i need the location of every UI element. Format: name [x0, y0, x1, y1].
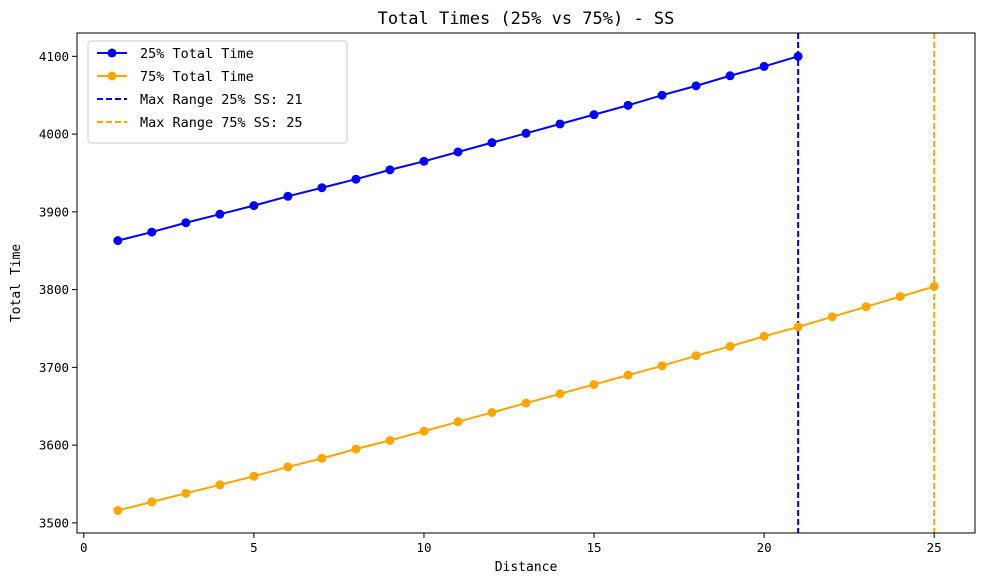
- series-2-point: [181, 488, 191, 498]
- series-2-point: [725, 341, 735, 351]
- legend-box: [87, 40, 348, 144]
- y-tick-label: 3600: [39, 438, 69, 453]
- series-line-2: [117, 285, 935, 512]
- series-2-point: [589, 379, 599, 389]
- series-1-point: [419, 156, 429, 166]
- series-1-point: [385, 165, 395, 175]
- legend-label: 25% Total Time: [140, 46, 254, 62]
- legend-marker: [107, 48, 117, 58]
- series-1-point: [793, 51, 803, 61]
- series-1-point: [113, 236, 123, 246]
- series-1-point: [487, 138, 497, 148]
- series-1-point: [215, 209, 225, 219]
- x-tick-label: 10: [416, 540, 431, 555]
- series-1-point: [657, 90, 667, 100]
- series-1-point: [521, 128, 531, 138]
- x-axis: 0 5 10 15 20 25: [80, 533, 942, 555]
- series-2-point: [623, 370, 633, 380]
- y-axis-label: Total Time: [9, 244, 24, 322]
- series-2-point: [487, 407, 497, 417]
- series-2-point: [249, 471, 259, 481]
- series-2-point: [453, 417, 463, 427]
- series-2-point: [283, 462, 293, 472]
- series-2-point: [895, 292, 905, 302]
- plot-area: [113, 33, 939, 533]
- x-axis-label: Distance: [495, 560, 558, 575]
- chart-title: Total Times (25% vs 75%) - SS: [378, 9, 675, 29]
- series-2-point: [861, 302, 871, 312]
- series-2-point: [351, 444, 361, 454]
- series-2-point: [113, 505, 123, 515]
- series-1-point: [555, 119, 565, 129]
- x-tick-label: 0: [80, 540, 88, 555]
- series-1-point: [249, 201, 259, 211]
- legend-label: Max Range 25% SS: 21: [140, 92, 303, 108]
- series-1-point: [725, 71, 735, 81]
- series-1-point: [317, 183, 327, 193]
- series-2-point: [827, 312, 837, 322]
- series-1-point: [181, 218, 191, 228]
- y-tick-label: 4100: [39, 49, 69, 64]
- series-2-point: [419, 426, 429, 436]
- series-2-point: [793, 322, 803, 332]
- series-1-point: [759, 61, 769, 71]
- series-1-point: [589, 110, 599, 120]
- series-2-point: [215, 480, 225, 490]
- y-tick-label: 3800: [39, 282, 69, 297]
- y-tick-label: 3700: [39, 360, 69, 375]
- y-axis: 3500 3600 3700 3800 3900 4000 4100: [39, 49, 77, 530]
- series-1-point: [351, 174, 361, 184]
- series-2-point: [385, 435, 395, 445]
- x-tick-label: 25: [927, 540, 942, 555]
- x-tick-label: 5: [250, 540, 258, 555]
- legend-marker: [107, 71, 117, 81]
- series-2-point: [657, 361, 667, 371]
- series-2-point: [759, 331, 769, 341]
- y-tick-label: 3500: [39, 515, 69, 530]
- series-2-point: [147, 497, 157, 507]
- series-2-point: [929, 281, 939, 291]
- legend-label: Max Range 75% SS: 25: [140, 115, 303, 131]
- series-2-point: [521, 398, 531, 408]
- series-2-point: [317, 453, 327, 463]
- series-1-point: [453, 147, 463, 157]
- series-2-point: [691, 351, 701, 361]
- series-1-point: [147, 227, 157, 237]
- x-tick-label: 15: [586, 540, 601, 555]
- series-1-point: [623, 100, 633, 110]
- series-2-point: [555, 389, 565, 399]
- series-1-point: [691, 81, 701, 91]
- y-tick-label: 4000: [39, 127, 69, 142]
- series-1-point: [283, 191, 293, 201]
- y-tick-label: 3900: [39, 204, 69, 219]
- x-tick-label: 20: [757, 540, 772, 555]
- plot-frame: [76, 32, 976, 534]
- legend-label: 75% Total Time: [140, 69, 254, 85]
- legend: 25% Total Time 75% Total Time Max Range 25…: [87, 40, 348, 144]
